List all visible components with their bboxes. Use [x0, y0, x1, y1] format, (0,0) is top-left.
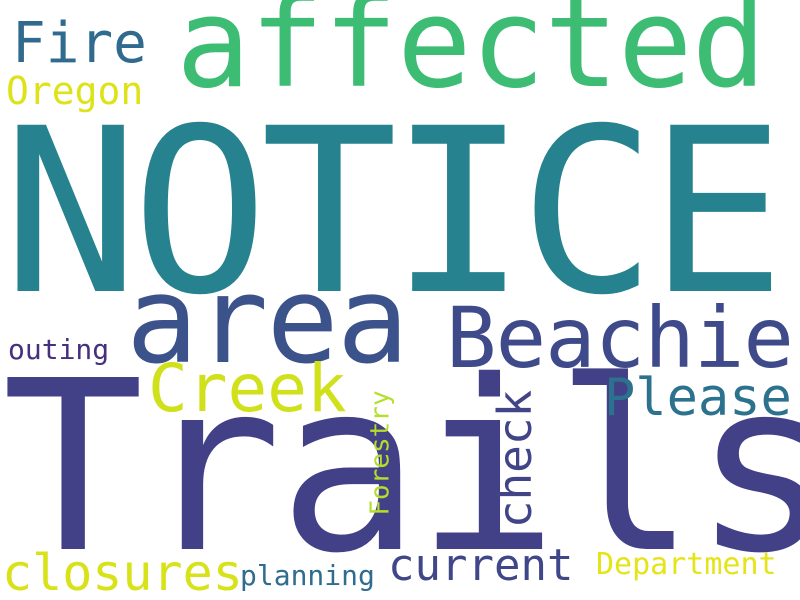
word-affected: affected	[176, 0, 766, 116]
word-forestry: Forestry	[365, 390, 396, 516]
word-department: Department	[596, 547, 777, 582]
word-outing: outing	[8, 333, 110, 366]
word-check: check	[488, 389, 543, 529]
word-creek: Creek	[148, 350, 347, 427]
word-closures: closures	[2, 544, 243, 600]
word-trails: Trails	[2, 330, 800, 600]
word-please: Please	[604, 368, 792, 428]
word-area: area	[126, 252, 409, 391]
word-beachie: Beachie	[446, 289, 794, 387]
word-oregon: Oregon	[6, 69, 144, 113]
word-current: current	[388, 540, 574, 591]
word-planning: planning	[240, 559, 375, 592]
word-fire: Fire	[12, 11, 147, 76]
word-notice: NOTICE	[2, 79, 786, 345]
